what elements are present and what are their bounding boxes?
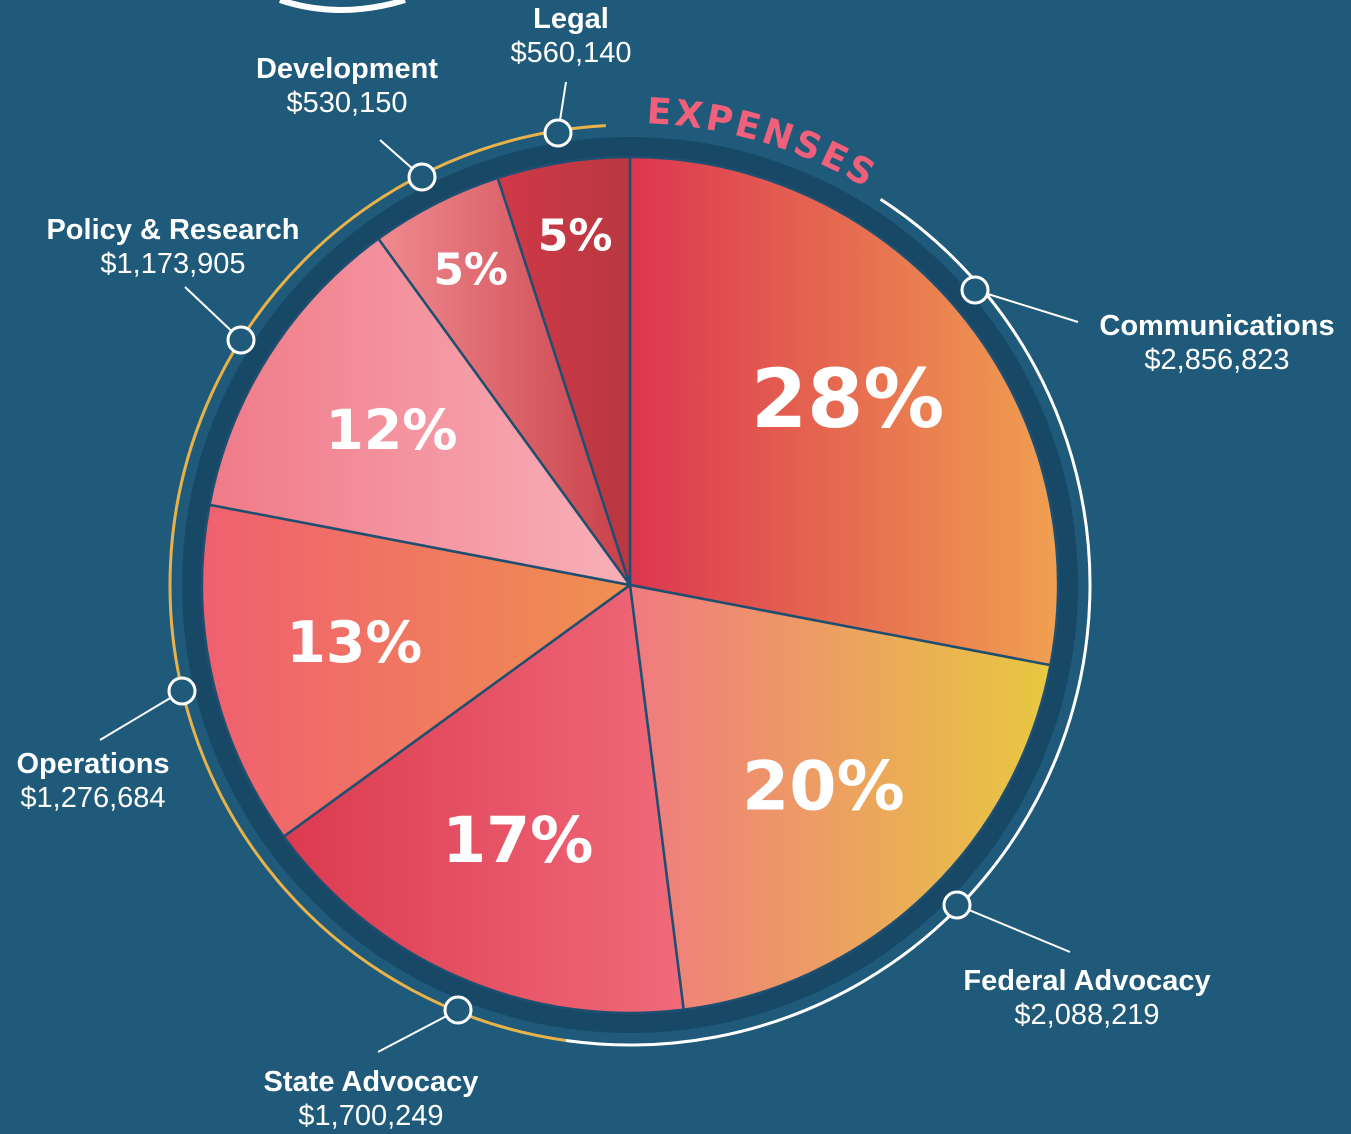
category-label: Development: [256, 53, 438, 85]
amount-label: $1,700,249: [298, 1100, 443, 1132]
pie-slice: [281, 582, 686, 1015]
callout-dot: [543, 118, 573, 148]
callout-dot: [167, 676, 197, 706]
slice-label: 5%: [433, 244, 508, 295]
pie-slice: [200, 503, 634, 839]
callout-dot: [443, 995, 473, 1025]
category-label: Operations: [16, 748, 169, 780]
category-label: State Advocacy: [264, 1066, 479, 1098]
outer-ring-right: [565, 197, 1092, 1047]
amount-label: $530,150: [287, 87, 408, 119]
pie-slice: [208, 236, 633, 587]
amount-label: $1,276,684: [20, 782, 165, 814]
callout-dot: [942, 890, 972, 920]
category-label: Legal: [533, 3, 609, 35]
category-label: Communications: [1099, 310, 1334, 342]
decor-arc: [279, 0, 406, 13]
pie-slice: [496, 155, 632, 586]
amount-label: $2,088,219: [1014, 999, 1159, 1031]
pie-slice: [628, 583, 1052, 1012]
leader-line: [956, 904, 1071, 953]
callout-dot: [960, 275, 990, 305]
pie-slice: [628, 155, 1060, 667]
slice-label: 13%: [286, 610, 422, 676]
pie-ring: [182, 137, 1078, 1033]
amount-label: $560,140: [511, 37, 632, 69]
leader-line: [99, 690, 183, 741]
slice-label: 17%: [442, 803, 593, 877]
slice-label: 20%: [742, 747, 905, 826]
amount-label: $1,173,905: [100, 248, 245, 280]
slice-label: 12%: [325, 399, 457, 463]
slice-label: 5%: [538, 210, 613, 261]
callout-dot: [407, 162, 437, 192]
outer-ring-left: [168, 124, 607, 1043]
callout-dot: [226, 325, 256, 355]
leader-line: [974, 289, 1079, 323]
category-label: Federal Advocacy: [963, 965, 1210, 997]
leader-line: [377, 1009, 459, 1053]
amount-label: $2,856,823: [1144, 344, 1289, 376]
slice-label: 28%: [751, 353, 944, 447]
category-label: Policy & Research: [46, 214, 299, 246]
